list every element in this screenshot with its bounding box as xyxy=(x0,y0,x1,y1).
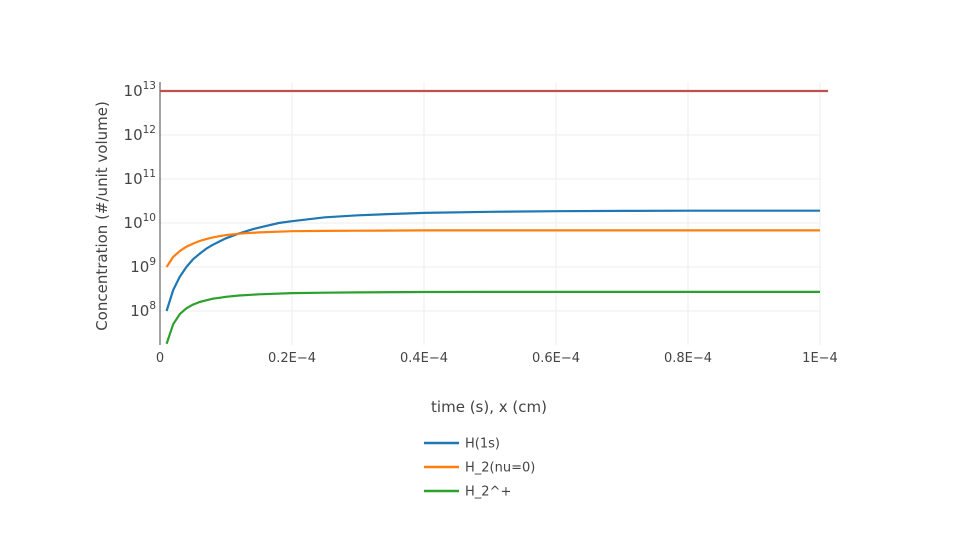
legend-label: H_2(nu=0) xyxy=(465,461,535,476)
x-tick-label: 0.4E−4 xyxy=(400,351,448,366)
x-tick-label: 0.2E−4 xyxy=(268,351,316,366)
legend-item[interactable]: H_2^+ xyxy=(424,485,511,500)
legend-item[interactable]: H_2(nu=0) xyxy=(424,461,535,476)
series-line-1 xyxy=(165,229,820,268)
x-axis: 0 0.2E−4 0.4E−4 0.6E−4 0.8E−4 1E−4 xyxy=(156,351,838,366)
x-tick-label: 0 xyxy=(156,351,164,366)
y-tick-label: 1010 xyxy=(124,212,156,232)
y-tick-label: 108 xyxy=(130,300,156,320)
legend-item[interactable]: H(1s) xyxy=(424,437,500,452)
x-tick-label: 1E−4 xyxy=(802,351,838,366)
legend[interactable]: H(1s) H_2(nu=0) H_2^+ xyxy=(424,437,535,500)
grid xyxy=(160,82,821,345)
series-line-2 xyxy=(165,290,820,345)
plot-lines xyxy=(160,89,828,345)
y-tick-label: 1012 xyxy=(124,124,156,144)
y-tick-label: 109 xyxy=(130,256,156,276)
y-axis: 108 109 1010 1011 1012 1013 xyxy=(124,80,161,345)
y-tick-label: 1013 xyxy=(124,80,156,100)
y-axis-title: Concentration (#/unit volume) xyxy=(93,101,111,331)
legend-label: H_2^+ xyxy=(465,485,511,500)
x-tick-label: 0.8E−4 xyxy=(664,351,712,366)
series-line-0 xyxy=(165,209,820,312)
x-tick-label: 0.6E−4 xyxy=(532,351,580,366)
y-tick-label: 1011 xyxy=(124,168,156,188)
legend-label: H(1s) xyxy=(465,437,500,452)
x-axis-title: time (s), x (cm) xyxy=(431,398,547,416)
